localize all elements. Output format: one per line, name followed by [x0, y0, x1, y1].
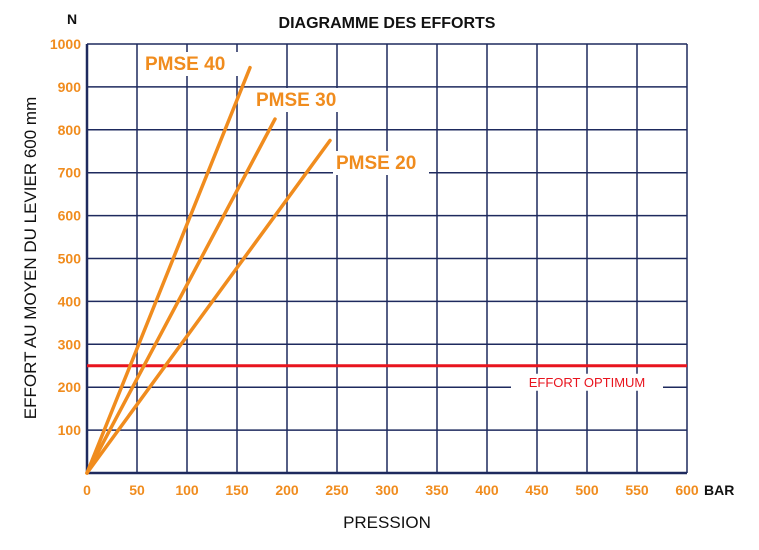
series-label: PMSE 30 [256, 90, 336, 111]
series-lines [85, 65, 332, 475]
series-line [85, 138, 332, 475]
series-label-background [333, 151, 429, 175]
y-tick-label: 100 [58, 422, 82, 438]
reference-label-background [511, 373, 663, 391]
x-tick-label: 550 [625, 482, 649, 498]
x-tick-label: 150 [225, 482, 249, 498]
series-label-background [142, 52, 238, 76]
x-tick-label: 0 [83, 482, 91, 498]
x-tick-label: 250 [325, 482, 349, 498]
reference-lines: EFFORT OPTIMUM [87, 364, 687, 391]
x-tick-label: 450 [525, 482, 549, 498]
y-tick-label: 500 [58, 251, 82, 267]
x-unit-label: BAR [704, 482, 734, 498]
y-tick-label: 700 [58, 165, 82, 181]
y-tick-label: 300 [58, 336, 82, 352]
x-axis-label: PRESSION [343, 513, 431, 532]
y-axis-label: EFFORT AU MOYEN DU LEVIER 600 mm [21, 97, 40, 419]
x-tick-label: 100 [175, 482, 199, 498]
series-line [85, 65, 252, 475]
x-tick-label: 50 [129, 482, 145, 498]
reference-label: EFFORT OPTIMUM [529, 375, 646, 390]
y-unit-label: N [67, 11, 77, 27]
y-tick-label: 800 [58, 122, 82, 138]
y-tick-label: 200 [58, 379, 82, 395]
x-tick-label: 600 [675, 482, 699, 498]
series-label: PMSE 40 [145, 54, 225, 75]
series-label-background [253, 88, 349, 112]
y-tick-label: 900 [58, 79, 82, 95]
series-line [85, 117, 277, 475]
y-tick-label: 600 [58, 208, 82, 224]
x-tick-label: 500 [575, 482, 599, 498]
x-tick-label: 400 [475, 482, 499, 498]
y-tick-label: 400 [58, 293, 82, 309]
tick-labels: 0 50 100 150 200 250 300 350 400 450 500 550 600 100 2… [50, 36, 699, 498]
series-labels: PMSE 40 PMSE 30 PMSE 20 [142, 52, 429, 175]
x-tick-label: 200 [275, 482, 299, 498]
y-tick-label: 1000 [50, 36, 81, 52]
chart-title: DIAGRAMME DES EFFORTS [279, 15, 496, 32]
x-tick-label: 300 [375, 482, 399, 498]
series-label: PMSE 20 [336, 153, 416, 174]
x-tick-label: 350 [425, 482, 449, 498]
grid [85, 43, 688, 475]
